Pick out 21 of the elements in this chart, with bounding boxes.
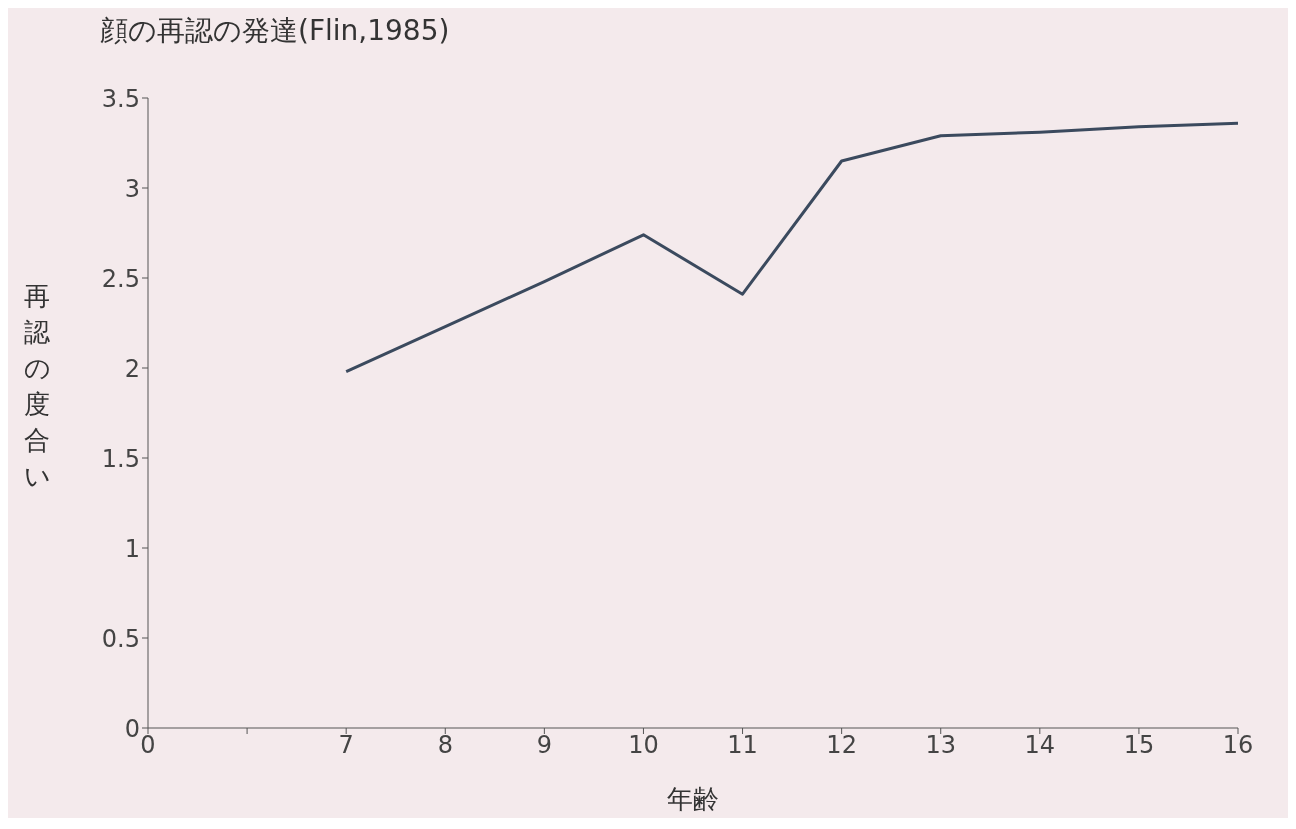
x-tick-label: 13 bbox=[925, 731, 956, 760]
x-tick-label: 16 bbox=[1222, 731, 1254, 760]
y-tick-label: 1.5 bbox=[101, 444, 140, 473]
x-tick-label: 9 bbox=[536, 731, 552, 760]
x-tick-label: 8 bbox=[437, 731, 453, 760]
y-tick-label: 1 bbox=[124, 534, 140, 563]
y-axis-title: 再認の度合い bbox=[22, 280, 52, 493]
x-tick-label: 12 bbox=[826, 731, 857, 760]
chart-title: 顔の再認の発達(Flin,1985) bbox=[100, 13, 450, 49]
y-tick-label: 0.5 bbox=[101, 624, 140, 653]
x-tick-label: 10 bbox=[628, 731, 659, 760]
y-tick-label: 2 bbox=[124, 354, 140, 383]
line-series bbox=[344, 121, 1240, 374]
x-axis-title: 年齢 bbox=[667, 784, 719, 814]
y-tick-label: 3.5 bbox=[101, 84, 140, 113]
y-tick-label: 2.5 bbox=[101, 264, 140, 293]
x-tick-label: 11 bbox=[727, 731, 758, 760]
y-tick-label: 3 bbox=[124, 174, 140, 203]
x-tick-label: 15 bbox=[1123, 731, 1155, 760]
x-tick-label: 7 bbox=[338, 731, 354, 760]
x-tick-label: 14 bbox=[1024, 731, 1056, 760]
